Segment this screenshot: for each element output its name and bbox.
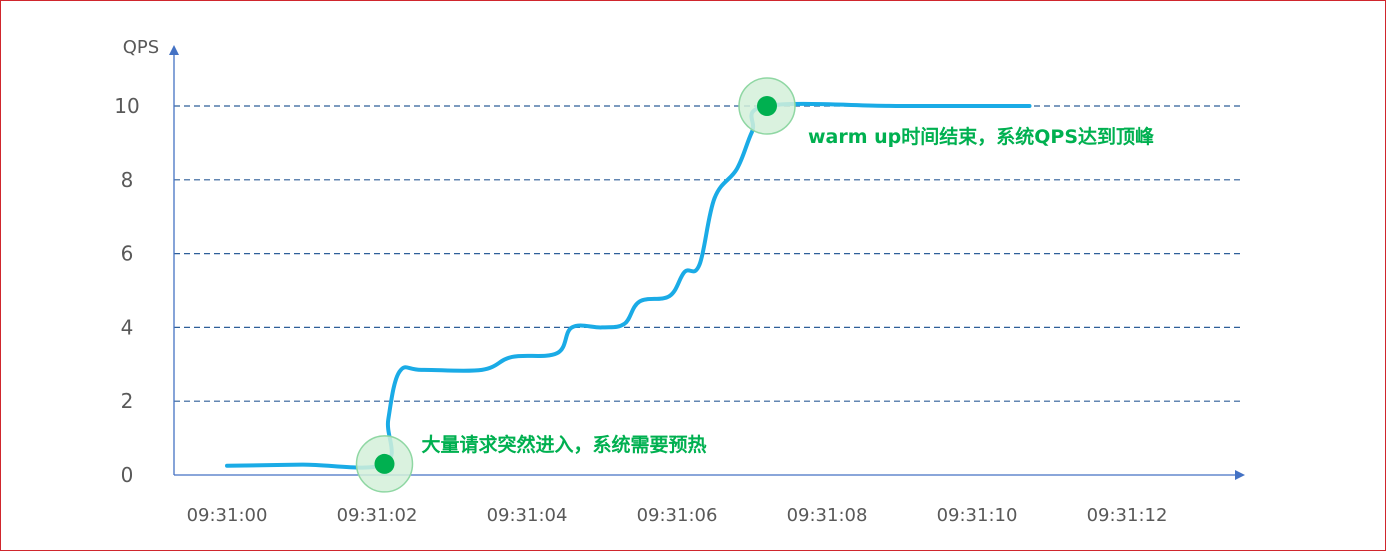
highlight-dot	[757, 96, 777, 116]
qps-series-line	[225, 101, 1032, 470]
x-tick-label: 09:31:08	[787, 505, 868, 526]
x-axis-arrow-icon	[1235, 470, 1245, 480]
y-tick-label: 10	[114, 94, 139, 118]
y-axis-arrow-icon	[169, 45, 179, 55]
y-tick-label: 0	[121, 463, 134, 487]
series-layer	[225, 101, 1032, 470]
annotation-label: 大量请求突然进入，系统需要预热	[422, 433, 707, 456]
grid-lines	[174, 105, 1244, 402]
y-tick-label: 6	[121, 242, 134, 266]
y-axis-title: QPS	[123, 37, 159, 58]
axes: QPS	[123, 37, 1245, 480]
x-tick-label: 09:31:06	[637, 505, 718, 526]
x-tick-label: 09:31:12	[1087, 505, 1168, 526]
annotations: 大量请求突然进入，系统需要预热 warm up时间结束，系统QPS达到顶峰	[355, 77, 1155, 493]
x-tick-label: 09:31:04	[487, 505, 568, 526]
x-tick-labels: 09:31:00 09:31:02 09:31:04 09:31:06 09:31:08…	[187, 505, 1168, 526]
y-tick-label: 4	[121, 315, 134, 339]
y-tick-labels: 0 2 4 6 8 10	[114, 94, 139, 487]
x-tick-label: 09:31:10	[937, 505, 1018, 526]
annotation-label: warm up时间结束，系统QPS达到顶峰	[808, 125, 1155, 148]
x-tick-label: 09:31:02	[337, 505, 418, 526]
y-tick-label: 8	[121, 168, 134, 192]
highlight-dot	[374, 453, 395, 474]
x-tick-label: 09:31:00	[187, 505, 268, 526]
y-tick-label: 2	[121, 389, 134, 413]
